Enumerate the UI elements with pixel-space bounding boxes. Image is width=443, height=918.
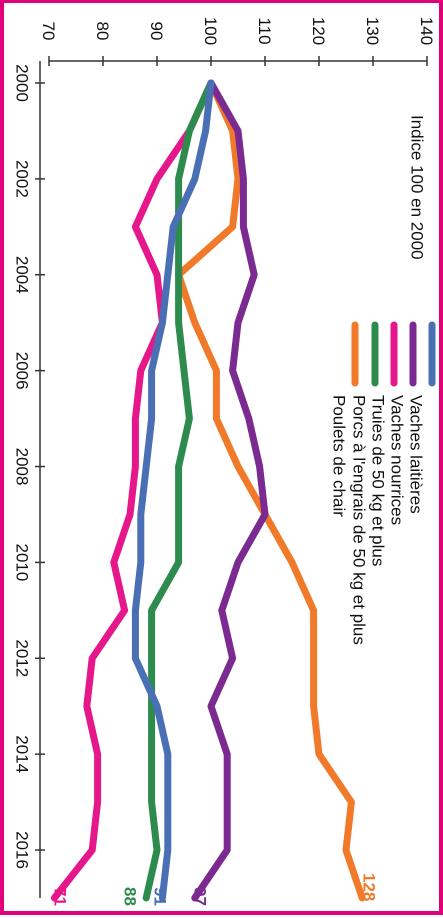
end-value-label: 128 [360,873,379,901]
legend-label: Poulets de chair [330,395,349,517]
value-tick-label: 100 [201,17,220,45]
value-tick-label: 90 [147,22,166,41]
end-value-label: 91 [151,887,170,906]
index-note: Indice 100 en 2000 [408,115,427,260]
year-tick-label: 2000 [13,64,32,102]
end-value-label: 97 [191,887,210,906]
legend-label: Vaches nourrices [388,395,407,525]
value-tick-label: 130 [363,17,382,45]
year-tick-label: 2014 [13,735,32,773]
value-tick-label: 70 [39,22,58,41]
series-lines [50,79,366,902]
year-tick-label: 2010 [13,543,32,581]
end-value-label: 88 [121,887,140,906]
year-tick-label: 2016 [13,831,32,869]
year-tick-label: 2012 [13,639,32,677]
series-line [175,79,366,902]
year-tick-label: 2002 [13,160,32,198]
series-line [50,79,215,902]
legend-label: Vaches laitières [407,395,426,514]
year-tick-label: 2004 [13,256,32,294]
year-tick-label: 2008 [13,448,32,486]
value-tick-label: 140 [417,17,436,45]
axes [39,60,427,898]
note: Indice 100 en 2000 [408,115,427,260]
value-tick-label: 110 [255,17,274,44]
value-tick-label: 80 [93,22,112,41]
series-line [131,79,215,902]
year-tick-label: 2006 [13,352,32,390]
legend-label: Porcs à l'engrais de 50 kg et plus [350,395,369,645]
series-line [191,79,269,902]
ticks: 70 80 90 100 110 120 130 140 2000 2002 2004 2006 200… [13,17,437,869]
legend-label: Truies de 50 kg et plus [369,395,388,566]
end-labels: 91 97 71 88 128 [51,873,379,906]
line-chart: 70 80 90 100 110 120 130 140 2000 2002 2004 2006 200… [13,17,437,906]
end-value-label: 71 [51,887,70,906]
value-tick-label: 120 [309,17,328,45]
series-line [142,79,215,902]
